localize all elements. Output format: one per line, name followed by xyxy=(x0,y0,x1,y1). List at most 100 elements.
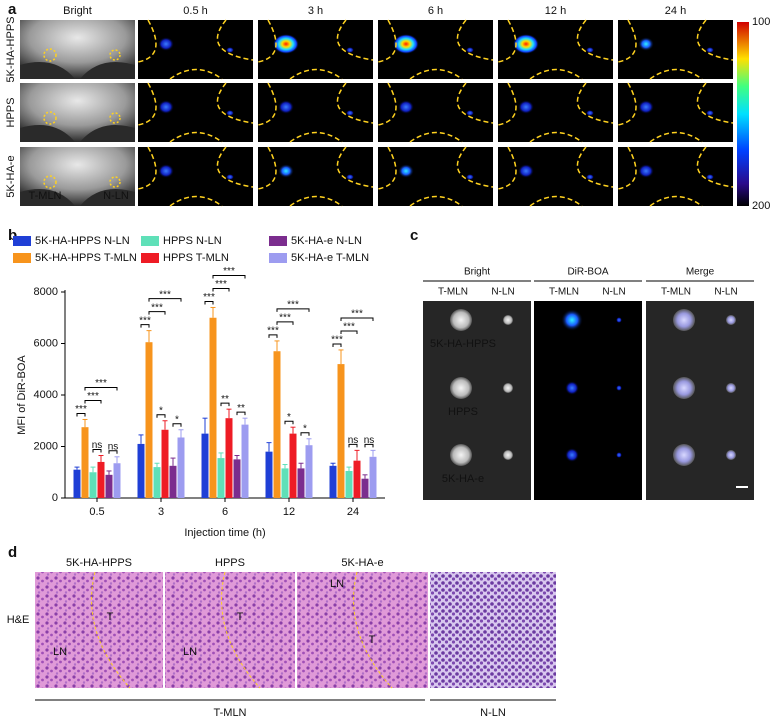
significance-bracket xyxy=(84,386,118,391)
bar xyxy=(145,342,153,498)
tissue-label: T xyxy=(107,611,114,623)
significance-bracket xyxy=(212,274,246,279)
outline xyxy=(137,146,254,207)
tissue-label: T xyxy=(369,634,376,646)
x-tick-label: 3 xyxy=(158,506,164,518)
bar xyxy=(337,364,345,498)
outline xyxy=(137,82,254,143)
bar xyxy=(81,427,89,498)
significance-label: *** xyxy=(139,315,151,326)
error-bar xyxy=(178,429,184,438)
column-header: 6 h xyxy=(428,5,443,17)
bar xyxy=(105,474,113,498)
bar xyxy=(113,463,121,498)
significance-bracket xyxy=(340,330,358,334)
node-marker xyxy=(43,111,57,125)
signal xyxy=(616,452,622,458)
panel-letter: a xyxy=(8,1,17,18)
organ xyxy=(503,450,513,460)
significance-bracket xyxy=(364,443,374,448)
column-header: 12 h xyxy=(545,5,566,17)
signal xyxy=(466,174,474,180)
organ xyxy=(673,377,695,399)
x-tick-label: 6 xyxy=(222,506,228,518)
error-bar xyxy=(266,442,272,452)
signal xyxy=(226,110,234,116)
row-label: 5K-HA-HPPS xyxy=(5,16,17,82)
column-header: Bright xyxy=(63,5,92,17)
mouse-shape xyxy=(20,20,135,79)
signal xyxy=(706,47,714,53)
significance-label: *** xyxy=(331,335,343,346)
signal xyxy=(466,47,474,53)
significance-label: ns xyxy=(108,441,119,452)
signal xyxy=(706,110,714,116)
node-marker xyxy=(109,49,121,61)
significance-label: *** xyxy=(159,289,171,300)
signal xyxy=(226,174,234,180)
significance-bracket xyxy=(108,450,118,454)
significance-label: *** xyxy=(95,378,107,389)
signal xyxy=(393,34,419,54)
stain-label: H&E xyxy=(7,614,30,626)
significance-bracket xyxy=(148,298,182,302)
bar xyxy=(369,456,377,498)
organ xyxy=(726,450,736,460)
error-bar xyxy=(202,417,208,434)
legend-label: 5K-HA-e T-MLN xyxy=(291,252,369,264)
signal xyxy=(273,34,299,54)
organ xyxy=(503,315,513,325)
tissue-label: T xyxy=(237,611,244,623)
significance-label: ** xyxy=(221,394,229,405)
bar xyxy=(345,470,353,498)
x-axis-label: Injection time (h) xyxy=(184,527,265,539)
sample-label: HPPS xyxy=(448,406,478,418)
signal xyxy=(638,164,654,178)
outline xyxy=(617,82,734,143)
outline xyxy=(497,82,614,143)
legend-swatch xyxy=(13,236,31,246)
bar xyxy=(169,465,177,498)
x-tick-label: 12 xyxy=(283,506,295,518)
he-image xyxy=(35,572,163,688)
error-bar xyxy=(114,456,120,464)
row-label: 5K-HA-e xyxy=(5,155,17,197)
column-header: DiR-BOA xyxy=(567,267,608,278)
legend-swatch xyxy=(269,236,287,246)
signal xyxy=(346,110,354,116)
outline xyxy=(617,19,734,80)
error-bar xyxy=(106,470,112,475)
legend-swatch xyxy=(13,253,31,263)
significance-label: *** xyxy=(75,404,87,415)
signal xyxy=(586,174,594,180)
significance-bracket xyxy=(84,399,102,404)
significance-bracket xyxy=(140,324,150,328)
organ xyxy=(673,309,695,331)
significance-label: *** xyxy=(223,266,235,277)
column-header: 5K-HA-e xyxy=(341,557,383,569)
column-header: 0.5 h xyxy=(183,5,207,17)
legend-label: 5K-HA-HPPS T-MLN xyxy=(35,252,137,264)
signal xyxy=(561,309,583,331)
he-image xyxy=(165,572,295,688)
bar xyxy=(305,445,313,498)
column-header: 24 h xyxy=(665,5,686,17)
outline xyxy=(377,19,494,80)
error-bar xyxy=(154,462,160,468)
organ xyxy=(450,309,472,331)
significance-label: *** xyxy=(279,313,291,324)
outline xyxy=(257,82,374,143)
column-header: HPPS xyxy=(215,557,245,569)
significance-label: *** xyxy=(203,292,215,303)
x-tick-label: 0.5 xyxy=(89,506,104,518)
group-label: T-MLN xyxy=(214,707,247,719)
error-bar xyxy=(298,462,304,469)
x-tick-label: 24 xyxy=(347,506,359,518)
signal xyxy=(616,317,622,323)
error-bar xyxy=(162,420,168,430)
tissue-label: LN xyxy=(53,646,67,658)
error-bar xyxy=(82,418,88,428)
significance-bracket xyxy=(276,321,294,325)
he-image xyxy=(297,572,428,688)
signal xyxy=(398,100,414,114)
